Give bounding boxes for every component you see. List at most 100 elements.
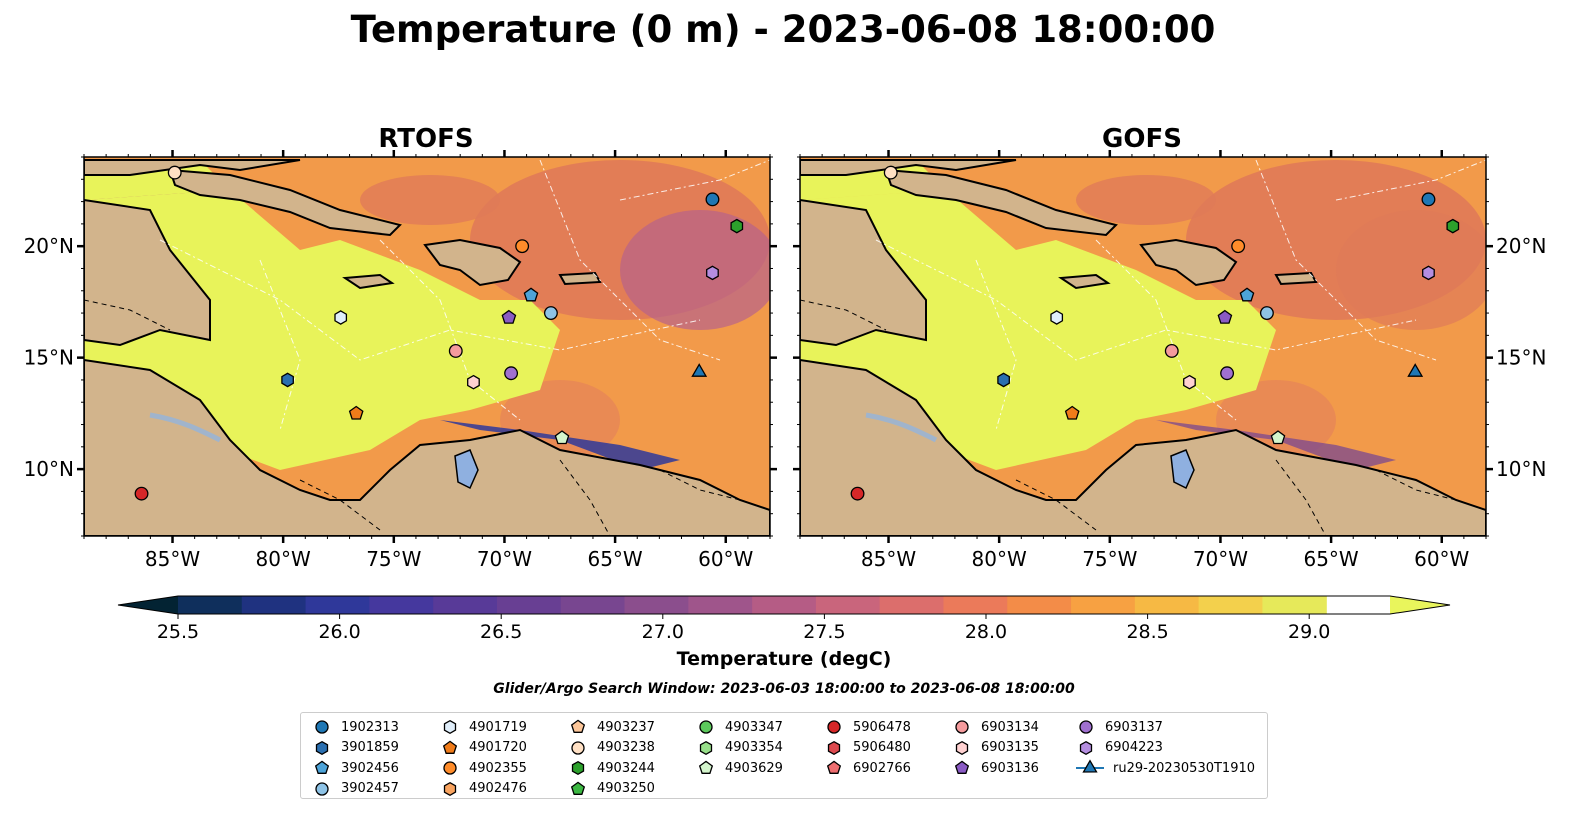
legend-item[interactable]: 6903135 [951, 738, 1039, 759]
legend-item[interactable]: 4903250 [567, 779, 655, 800]
platform-marker-1902313[interactable] [705, 192, 720, 207]
colorbar-segment [369, 596, 434, 614]
legend-marker-icon [1076, 759, 1104, 773]
legend-label: 4901720 [469, 740, 527, 756]
eez-boundaries [84, 299, 741, 536]
platform-marker-1902313[interactable] [1421, 192, 1436, 207]
platform-marker-3902456[interactable] [523, 287, 539, 302]
land-cuba [884, 168, 1118, 237]
legend-item[interactable]: 5906478 [823, 717, 911, 738]
legend-item[interactable]: 4903237 [567, 717, 655, 738]
legend-item[interactable]: 6903137 [1075, 717, 1255, 738]
legend-item[interactable]: ru29-20230530T1910 [1075, 758, 1255, 779]
platform-marker-3902457[interactable] [543, 306, 558, 321]
legend-marker-icon [571, 761, 585, 776]
legend-label: 6903137 [1105, 719, 1163, 735]
legend-marker-icon [699, 720, 713, 734]
legend-label: 4902476 [469, 781, 527, 797]
land [800, 159, 1486, 536]
platform-marker-6904223[interactable] [1422, 265, 1435, 281]
platform-marker-6903137[interactable] [1220, 366, 1235, 381]
platform-marker-ru29-20230530T1910[interactable] [1407, 363, 1424, 377]
legend-item[interactable]: 3902457 [311, 779, 399, 800]
colorbar-segment [1198, 596, 1264, 614]
legend-item[interactable]: 4902476 [439, 779, 527, 800]
legend-item[interactable]: 3902456 [311, 758, 399, 779]
platform-marker-5906478[interactable] [134, 486, 149, 501]
platform-marker-6903136[interactable] [501, 309, 517, 324]
colorbar-tick-label: 27.5 [803, 621, 845, 643]
legend-item[interactable]: 6903134 [951, 717, 1039, 738]
legend-item[interactable]: 4903354 [695, 738, 783, 759]
platform-marker-6903135[interactable] [467, 374, 480, 390]
legend-item[interactable]: 4903244 [567, 758, 655, 779]
platform-marker-6904223[interactable] [706, 265, 719, 281]
platform-marker-4903238[interactable] [883, 165, 898, 180]
legend-item[interactable]: 4901719 [439, 717, 527, 738]
legend-column: 4903347 4903354 4903629 [695, 717, 783, 779]
land-puerto-rico [1274, 271, 1318, 286]
colorbar-tick-label: 29.0 [1288, 621, 1330, 643]
platform-marker-4901720[interactable] [1064, 405, 1080, 420]
legend-label: 5906480 [853, 740, 911, 756]
colorbar-segment [241, 596, 307, 614]
legend-marker-icon [954, 760, 970, 775]
platform-marker-4901719[interactable] [1050, 310, 1064, 325]
colorbar-segment [1134, 596, 1200, 614]
legend-label: 3902457 [341, 781, 399, 797]
land-jamaica [342, 273, 395, 290]
legend-item[interactable]: 6903136 [951, 758, 1039, 779]
legend-item[interactable]: 4903347 [695, 717, 783, 738]
platform-marker-4903629[interactable] [1270, 430, 1286, 445]
land-florida-north [84, 159, 301, 176]
legend-item[interactable]: 3901859 [311, 738, 399, 759]
platform-marker-4902355[interactable] [1231, 239, 1246, 254]
legend-item[interactable]: 4902355 [439, 758, 527, 779]
legend-item[interactable]: 1902313 [311, 717, 399, 738]
colorbar-segment [1007, 596, 1072, 614]
legend-marker-icon [571, 741, 585, 755]
platform-marker-6903135[interactable] [1183, 374, 1196, 390]
platform-marker-4903238[interactable] [167, 165, 182, 180]
maritime-boundaries [159, 159, 770, 431]
legend-column: 4903237 4903238 4903244 4903250 [567, 717, 655, 799]
platform-marker-3901859[interactable] [281, 372, 294, 388]
legend-marker-icon [1079, 740, 1093, 755]
lat-tick-label: 20°N [1496, 234, 1546, 258]
platform-marker-5906478[interactable] [850, 486, 865, 501]
platform-marker-3902456[interactable] [1239, 287, 1255, 302]
legend-column: 6903137 6904223 ru29-20230530T1910 [1075, 717, 1255, 779]
legend-marker-icon [826, 760, 842, 775]
platform-marker-6903137[interactable] [504, 366, 519, 381]
legend-marker-icon [699, 740, 713, 755]
platform-marker-6903134[interactable] [1164, 344, 1179, 358]
platform-marker-ru29-20230530T1910[interactable] [691, 363, 708, 377]
legend-item[interactable]: 4901720 [439, 738, 527, 759]
land-jamaica [1058, 273, 1111, 290]
platform-marker-3901859[interactable] [997, 372, 1010, 388]
legend-label: 3902456 [341, 760, 399, 776]
legend-item[interactable]: 6902766 [823, 758, 911, 779]
platform-marker-4902355[interactable] [515, 239, 530, 254]
legend-item[interactable]: 4903238 [567, 738, 655, 759]
sst-upwelling-purple [1156, 420, 1396, 470]
legend-item[interactable]: 5906480 [823, 738, 911, 759]
lon-tick-label: 85°W [861, 547, 916, 571]
platform-marker-6903134[interactable] [448, 344, 463, 358]
platform-marker-4903629[interactable] [554, 430, 570, 445]
legend-label: 6904223 [1105, 740, 1163, 756]
legend-column: 6903134 6903135 6903136 [951, 717, 1039, 779]
platform-marker-3902457[interactable] [1259, 306, 1274, 321]
legend-label: 6903134 [981, 719, 1039, 735]
legend-marker-icon [955, 720, 969, 734]
search-window-caption: Glider/Argo Search Window: 2023-06-03 18… [493, 681, 1075, 697]
platform-marker-4903244[interactable] [1446, 218, 1460, 234]
platform-marker-4901720[interactable] [348, 405, 364, 420]
lake-nicaragua [149, 412, 222, 443]
platform-marker-6903136[interactable] [1217, 309, 1233, 324]
platform-marker-4901719[interactable] [334, 310, 348, 325]
legend-item[interactable]: 6904223 [1075, 738, 1255, 759]
legend-item[interactable]: 4903629 [695, 758, 783, 779]
platform-marker-4903244[interactable] [730, 218, 744, 234]
